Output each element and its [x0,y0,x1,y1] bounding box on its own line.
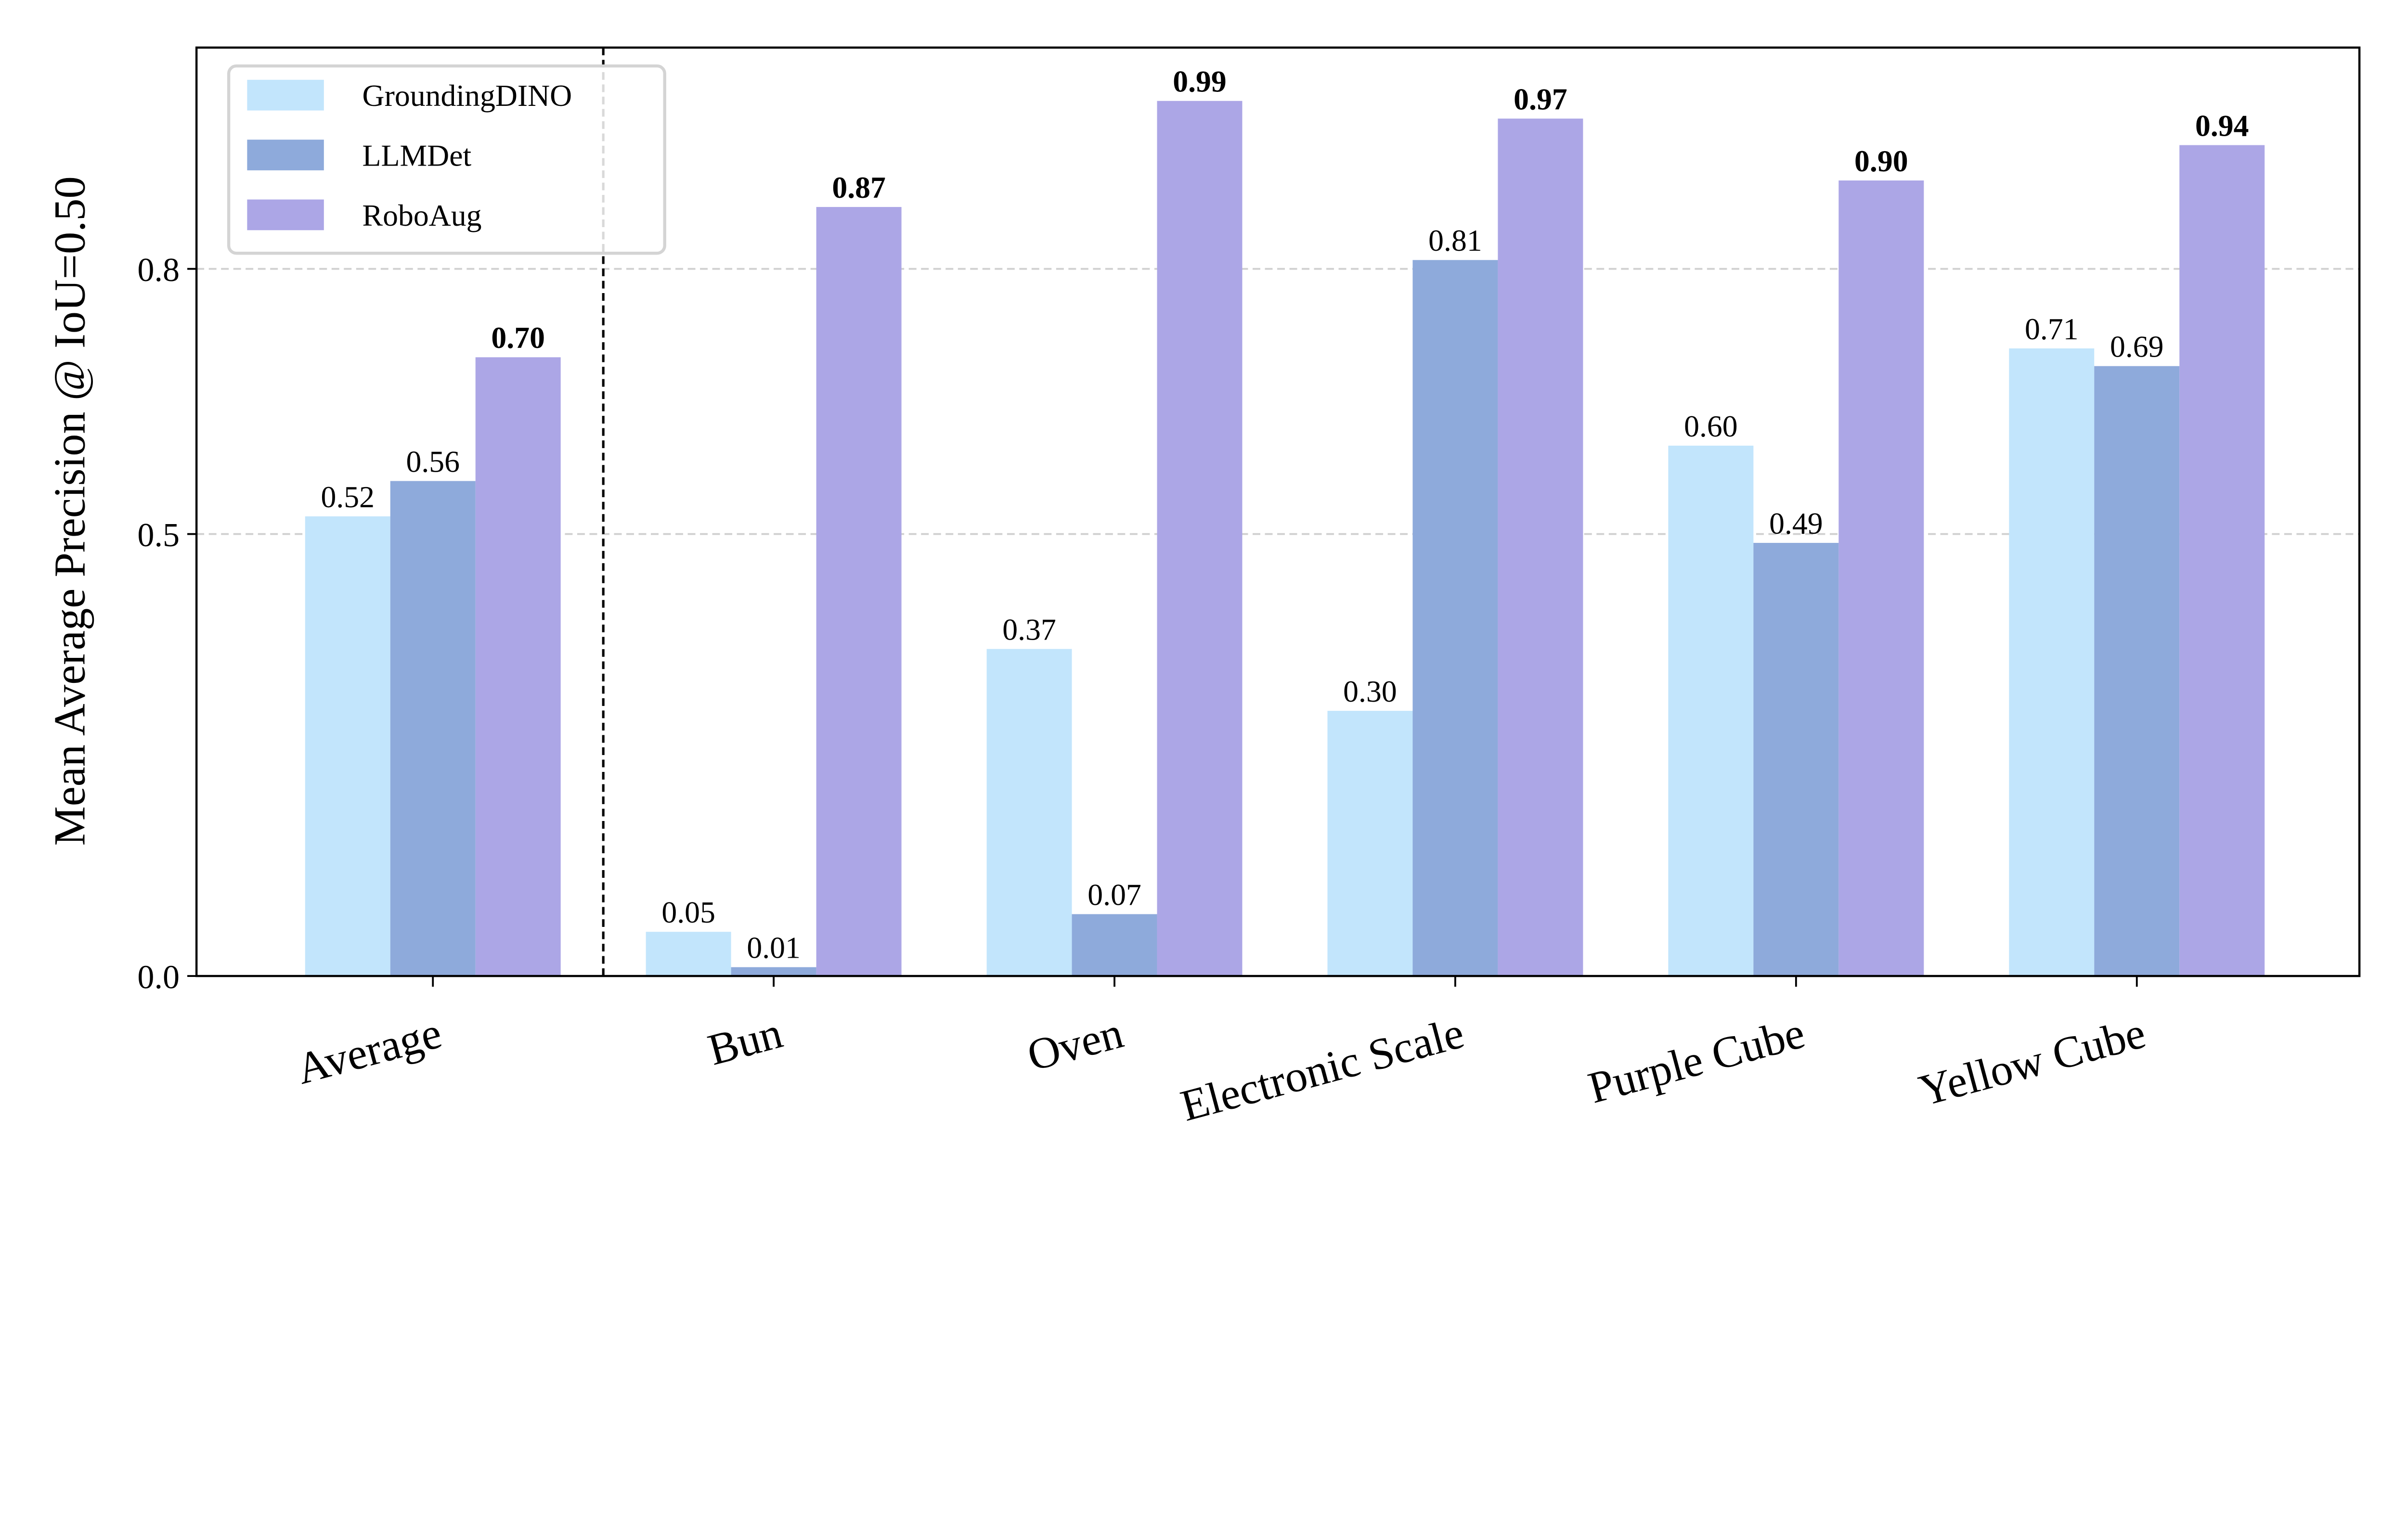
bar-roboaug-electronic-scale [1498,118,1583,976]
bar-value-label: 0.70 [491,321,545,355]
legend-swatch [247,79,324,111]
bar-roboaug-bun [816,207,902,976]
bar-chart: 0.52 0.05 0.37 0.30 0.60 0.71 0.56 0.01 0.07 0.81… [45,46,2361,1131]
y-tick-label: 0.0 [137,959,180,996]
bar-groundingdino-yellow-cube [2009,348,2095,976]
bar-groundingdino-purple-cube [1668,446,1754,976]
bar-value-label: 0.30 [1343,674,1397,708]
x-tick-label: Yellow Cube [1914,1008,2150,1116]
bar-value-label: 0.71 [2025,312,2079,346]
bar-groundingdino-oven [986,649,1072,976]
legend-swatch [247,199,324,231]
bar-llmdet-purple-cube [1753,543,1839,976]
bar-value-label: 0.37 [1002,612,1056,646]
x-tick-label: Average [292,1008,447,1094]
legend-label: LLMDet [362,138,472,172]
bar-value-label: 0.56 [406,444,460,478]
bar-roboaug-average [475,357,561,976]
bar-value-label: 0.05 [661,895,715,929]
x-tick-label: Electronic Scale [1176,1008,1469,1131]
plot-frame [195,46,2361,977]
y-axis-label: Mean Average Precision @ IoU=0.50 [45,176,94,846]
bars [305,101,2265,976]
bar-value-label: 0.01 [747,931,801,965]
bar-value-label: 0.49 [1769,506,1823,540]
bar-llmdet-average [390,481,476,976]
legend-label: RoboAug [362,198,482,232]
bar-value-label: 0.94 [2195,108,2249,142]
legend-swatch [247,140,324,170]
bar-value-label: 0.97 [1514,82,1567,116]
bar-value-label: 0.90 [1854,144,1908,178]
bar-groundingdino-bun [646,932,731,976]
legend-frame [227,64,666,255]
bar-groundingdino-average [305,516,390,976]
bar-llmdet-yellow-cube [2094,366,2180,976]
bar-value-label: 0.69 [2110,330,2164,364]
bar-roboaug-yellow-cube [2179,145,2265,976]
bar-llmdet-bun [731,967,816,976]
bar-labels: 0.52 0.05 0.37 0.30 0.60 0.71 0.56 0.01 0.07 0.81… [321,64,2249,965]
y-tick-label: 0.5 [137,516,180,554]
bar-roboaug-purple-cube [1838,180,1924,976]
bar-groundingdino-electronic-scale [1327,711,1413,976]
bar-llmdet-oven [1072,914,1157,976]
bar-value-label: 0.81 [1428,223,1482,257]
bar-value-label: 0.99 [1173,64,1227,99]
y-axis: 0.0 0.5 0.8 [137,251,197,996]
bar-value-label: 0.87 [832,170,886,205]
y-tick-label: 0.8 [137,251,180,289]
bar-llmdet-electronic-scale [1412,260,1498,976]
bar-roboaug-oven [1157,101,1242,976]
x-tick-label: Oven [1022,1008,1128,1080]
legend: GroundingDINO LLMDet RoboAug [227,64,666,255]
legend-label: GroundingDINO [362,78,572,113]
x-tick-label: Bun [703,1008,787,1075]
bar-value-label: 0.07 [1087,877,1141,911]
x-tick-label: Purple Cube [1583,1008,1810,1113]
bar-value-label: 0.60 [1684,409,1738,443]
bar-value-label: 0.52 [321,480,375,514]
x-axis: Average Bun Oven Electronic Scale Purple Cub… [292,976,2150,1131]
